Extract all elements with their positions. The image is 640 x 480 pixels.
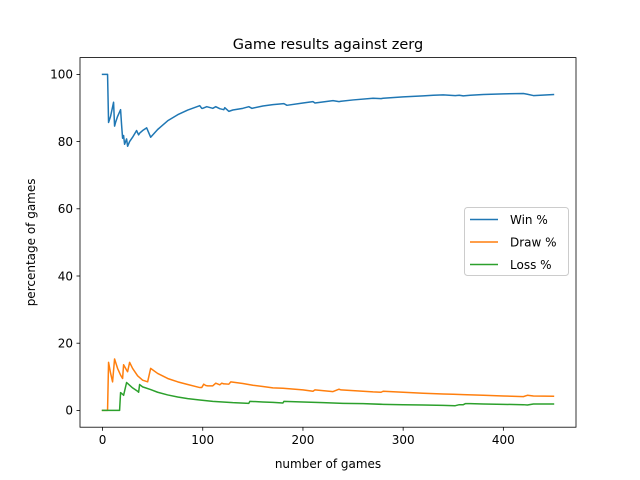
chart-title: Game results against zerg bbox=[233, 37, 423, 53]
x-tick-label: 200 bbox=[291, 433, 314, 447]
x-axis-label: number of games bbox=[275, 457, 381, 471]
series-line-0 bbox=[101, 73, 555, 148]
plot-frame bbox=[79, 57, 577, 428]
series-line-1 bbox=[101, 358, 555, 412]
y-tick-label: 60 bbox=[58, 202, 73, 216]
series-line-2 bbox=[101, 381, 555, 412]
y-axis-label: percentage of games bbox=[24, 178, 38, 306]
x-axis: 0 100 200 300 400 bbox=[99, 427, 515, 447]
x-tick-label: 400 bbox=[492, 433, 515, 447]
legend: Win % Draw % Loss % bbox=[464, 207, 569, 276]
x-tick-label: 100 bbox=[191, 433, 214, 447]
y-tick-label: 80 bbox=[58, 135, 73, 149]
x-tick-label: 0 bbox=[99, 433, 107, 447]
y-tick-label: 40 bbox=[58, 269, 73, 283]
y-tick-label: 0 bbox=[65, 404, 73, 418]
legend-box bbox=[464, 207, 569, 276]
series-layer bbox=[101, 73, 555, 412]
y-axis: 0 20 40 60 80 100 bbox=[50, 68, 80, 418]
legend-label-1: Draw % bbox=[510, 235, 557, 249]
legend-label-2: Loss % bbox=[510, 258, 552, 272]
legend-label-0: Win % bbox=[510, 213, 548, 227]
x-tick-label: 300 bbox=[392, 433, 415, 447]
y-tick-label: 20 bbox=[58, 337, 73, 351]
y-tick-label: 100 bbox=[50, 68, 73, 82]
